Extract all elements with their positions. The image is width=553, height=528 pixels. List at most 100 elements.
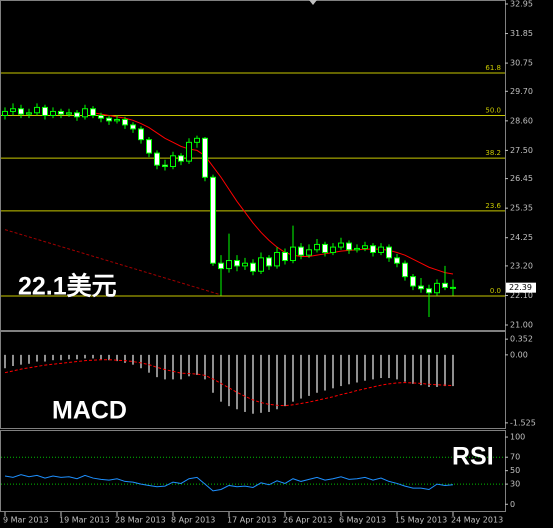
candle-body <box>394 257 400 264</box>
candle-body <box>378 246 384 253</box>
candle-body <box>234 260 240 267</box>
x-tick-label: 28 Mar 2013 <box>115 516 166 525</box>
y-tick-label: 0.352 <box>510 335 533 344</box>
candle-body <box>34 106 40 114</box>
candle-body <box>82 108 88 118</box>
fib-label: 61.8 <box>485 64 501 72</box>
moving-average <box>92 112 454 275</box>
candle-body <box>410 276 416 287</box>
candle-body <box>354 247 360 251</box>
fib-label: 38.2 <box>485 149 501 157</box>
candle-body <box>114 119 120 122</box>
candle-body <box>450 286 456 289</box>
x-tick-label: 6 May 2013 <box>339 516 386 525</box>
fib-label: 0.0 <box>490 287 501 295</box>
candle-body <box>146 139 152 154</box>
candle-body <box>218 262 224 270</box>
annotation: RSI <box>452 443 494 471</box>
y-tick-label: 0.00 <box>510 350 528 359</box>
candle-body <box>98 114 104 119</box>
candle-body <box>298 246 304 256</box>
candle-body <box>402 262 408 278</box>
candle-body <box>386 246 392 259</box>
y-tick-label: 30 <box>510 480 520 489</box>
annotation: MACD <box>52 397 127 425</box>
candle-body <box>202 137 208 178</box>
price-tag-label: 22.39 <box>509 283 532 292</box>
candle-body <box>290 246 296 262</box>
candle-body <box>26 112 32 115</box>
candle-body <box>18 108 24 115</box>
y-tick-label: 21.00 <box>510 321 533 330</box>
x-tick-label: 24 May 2013 <box>451 516 503 525</box>
candle-body <box>50 110 56 116</box>
y-tick-label: 25.35 <box>510 204 533 213</box>
candle-body <box>266 257 272 267</box>
candle-body <box>170 155 176 168</box>
y-tick-label: 100 <box>510 433 525 442</box>
candle-body <box>442 282 448 288</box>
fib-label: 50.0 <box>485 106 501 114</box>
candle-body <box>306 249 312 256</box>
candle-body <box>250 262 256 272</box>
candle-body <box>162 164 168 168</box>
x-tick-label: 17 Apr 2013 <box>227 516 276 525</box>
candle-body <box>42 106 48 116</box>
candle-body <box>186 141 192 162</box>
fib-label: 23.6 <box>485 202 501 210</box>
candle-body <box>226 260 232 270</box>
candle-body <box>330 246 336 253</box>
candle-body <box>322 243 328 253</box>
candle-body <box>346 242 352 251</box>
candle-body <box>138 128 144 141</box>
y-tick-label: 29.70 <box>510 87 533 96</box>
x-tick-label: 15 May 2013 <box>395 516 447 525</box>
x-tick-label: 26 Apr 2013 <box>283 516 332 525</box>
y-tick-label: 23.20 <box>510 261 533 270</box>
candle-body <box>426 288 432 294</box>
x-tick-label: 8 Apr 2013 <box>171 516 215 525</box>
candle-body <box>130 124 136 130</box>
y-tick-label: 30.75 <box>510 59 533 68</box>
y-tick-label: 70 <box>510 453 520 462</box>
y-tick-label: 28.60 <box>510 116 533 125</box>
y-tick-label: -1.525 <box>510 418 536 427</box>
y-tick-label: 0 <box>510 500 515 509</box>
candle-body <box>154 152 160 166</box>
candle-body <box>434 282 440 294</box>
candle-body <box>418 285 424 290</box>
candle-body <box>122 119 128 126</box>
y-tick-label: 26.45 <box>510 174 533 183</box>
candle-body <box>274 251 280 267</box>
price-tag <box>506 282 536 293</box>
candle-body <box>66 112 72 115</box>
rsi-line <box>4 474 454 492</box>
candle-body <box>2 110 8 116</box>
candle-body <box>258 257 264 272</box>
candle-body <box>58 110 64 115</box>
x-tick-label: 9 Mar 2013 <box>3 516 49 525</box>
candle-body <box>362 245 368 249</box>
candle-body <box>10 108 16 112</box>
x-tick-label: 19 Mar 2013 <box>59 516 110 525</box>
y-tick-label: 50 <box>510 466 520 475</box>
y-tick-label: 31.85 <box>510 29 533 38</box>
y-tick-label: 22.10 <box>510 291 533 300</box>
y-tick-label: 27.50 <box>510 146 533 155</box>
y-tick-label: 32.95 <box>510 0 533 9</box>
candle-body <box>282 251 288 262</box>
y-tick-label: 24.25 <box>510 233 533 242</box>
candle-body <box>106 117 112 122</box>
annotation: 22.1美元 <box>18 272 117 301</box>
candle-body <box>314 243 320 251</box>
macd-panel <box>0 331 506 429</box>
moving-average <box>4 229 222 296</box>
shift-marker <box>309 0 317 5</box>
candle-body <box>90 108 96 116</box>
macd-signal <box>4 359 454 407</box>
candle-body <box>210 176 216 264</box>
candle-body <box>370 245 376 253</box>
candle-body <box>74 112 80 118</box>
candle-body <box>338 242 344 248</box>
